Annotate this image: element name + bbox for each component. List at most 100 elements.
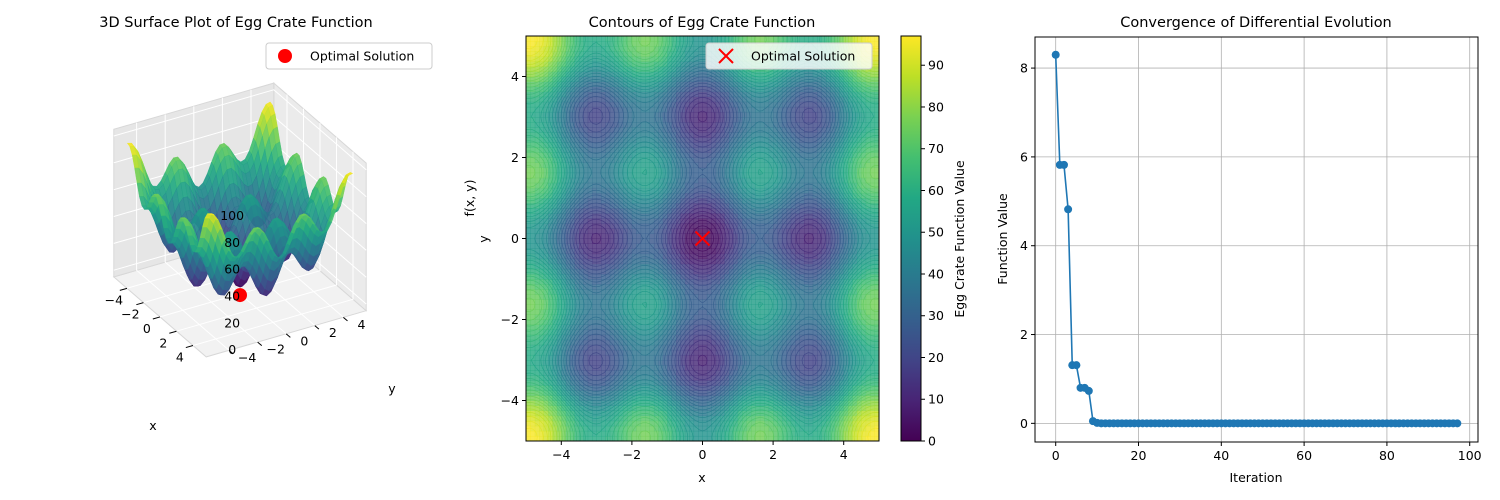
contour-cell [711, 390, 717, 396]
contour-cell [570, 101, 575, 108]
contour-cell [539, 218, 545, 224]
contour-cell [601, 81, 606, 88]
contour-cell [667, 400, 673, 406]
contour-cell [578, 228, 584, 234]
contour-cell [539, 349, 545, 356]
contour-cell [720, 152, 725, 158]
contour-cell [720, 324, 725, 331]
contour-cell [706, 198, 712, 204]
contour-cell [715, 309, 721, 315]
contour-cell [698, 203, 703, 209]
contour-cell [627, 182, 633, 189]
contour-cell [684, 137, 690, 143]
contour-cell [583, 420, 589, 427]
contour-cell [631, 51, 637, 57]
contour-cell [627, 263, 633, 270]
contour-cell [689, 375, 695, 381]
contour-cell [649, 405, 655, 412]
contour-cell [556, 329, 562, 336]
contour-cell [601, 243, 606, 250]
contour-cell [684, 299, 690, 305]
contour-cell [565, 56, 571, 62]
contour-cell [583, 86, 589, 93]
contour-cell [601, 122, 606, 128]
contour-cell [565, 182, 571, 189]
contour-cell [609, 132, 615, 138]
contour-cell [702, 132, 708, 138]
contour-cell [658, 268, 664, 275]
contour-cell [605, 304, 611, 310]
contour-cell [587, 177, 593, 184]
contour-cell [680, 360, 686, 366]
contour-cell [680, 284, 686, 290]
contour-cell [693, 203, 699, 209]
contour-cell [592, 172, 597, 179]
contour-cell [592, 329, 597, 336]
contour-cell [662, 339, 668, 346]
contour-cell [645, 132, 650, 138]
contour-cell [715, 395, 721, 401]
contour-cell [618, 253, 624, 260]
contour-cell [631, 223, 637, 229]
contour-cell [548, 142, 553, 148]
contour-cell [565, 101, 571, 108]
contour-cell [574, 198, 580, 204]
contour-cell [680, 339, 686, 346]
contour-cell [543, 339, 549, 346]
contour-cell [552, 289, 558, 295]
contour-cell [684, 334, 690, 341]
contour-cell [706, 380, 712, 386]
contour-cell [578, 430, 584, 437]
contour-cell [631, 365, 637, 371]
contour-cell [689, 61, 695, 67]
contour-cell [720, 142, 725, 148]
contour-cell [671, 117, 677, 123]
contour-cell [645, 147, 650, 153]
contour-cell [578, 314, 584, 320]
contour-cell [645, 360, 650, 366]
contour-cell [534, 294, 540, 300]
contour-cell [684, 380, 690, 386]
contour-cell [640, 76, 646, 82]
contour-cell [570, 142, 575, 148]
contour-cell [592, 162, 597, 169]
contour-cell [706, 192, 712, 199]
contour-cell [530, 354, 536, 361]
contour-cell [636, 223, 642, 229]
contour-cell [605, 339, 611, 346]
contour-cell [609, 157, 615, 163]
contour-cell [530, 167, 536, 174]
contour-cell [631, 66, 637, 72]
contour-cell [623, 279, 628, 285]
contour-cell [609, 147, 615, 153]
contour-cell [627, 177, 633, 184]
contour-cell [561, 420, 567, 427]
contour-cell [530, 415, 536, 422]
contour-cell [530, 299, 536, 305]
contour-cell [728, 304, 734, 310]
contour-cell [583, 360, 589, 366]
contour-cell [676, 435, 681, 441]
contour-cell [623, 430, 628, 437]
contour-cell [609, 385, 615, 391]
contour-cell [640, 81, 646, 88]
contour-cell [702, 127, 708, 133]
contour-cell [543, 66, 549, 72]
contour-cell [565, 51, 571, 57]
contour-cell [671, 157, 677, 163]
contour-cell [649, 238, 655, 244]
contour-cell [578, 349, 584, 356]
contour-cell [552, 76, 558, 82]
contour-cell [706, 157, 712, 163]
contour-cell [680, 71, 686, 77]
contour-cell [671, 425, 677, 432]
contour-cell [614, 339, 620, 346]
contour-cell [631, 339, 637, 346]
contour-cell [671, 238, 677, 244]
contour-cell [702, 395, 708, 401]
contour-cell [530, 344, 536, 351]
contour-cell [556, 127, 562, 133]
contour-cell [689, 370, 695, 376]
contour-cell [623, 101, 628, 108]
contour-cell [605, 258, 611, 265]
